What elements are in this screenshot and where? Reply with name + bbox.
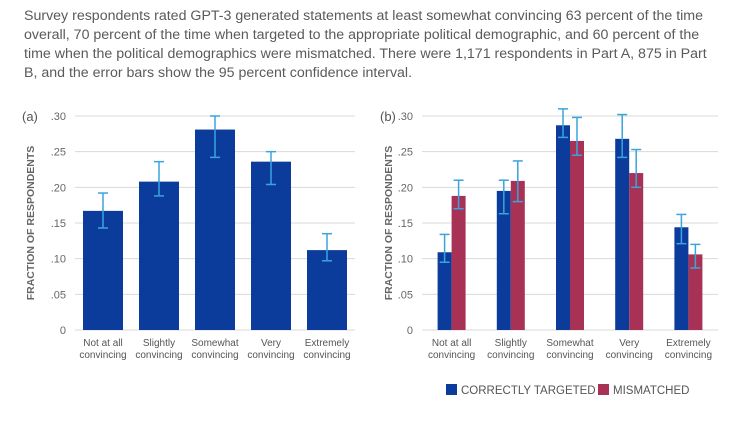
y-tick-label: .10 — [51, 254, 66, 266]
bar — [570, 140, 584, 330]
y-axis-title: FRACTION OF RESPONDENTS — [383, 146, 395, 301]
bar — [251, 161, 291, 330]
y-tick-label: .30 — [51, 111, 66, 123]
x-tick-label: convincing — [665, 350, 712, 361]
y-tick-label: .25 — [51, 147, 66, 159]
legend-swatch — [598, 384, 609, 395]
bar — [451, 195, 466, 330]
figure-caption: Survey respondents rated GPT-3 generated… — [24, 8, 707, 81]
legend-swatch — [446, 384, 457, 395]
bar — [674, 227, 689, 330]
y-tick-label: .05 — [398, 289, 413, 301]
x-tick-label: convincing — [546, 350, 593, 361]
y-tick-label: .25 — [398, 147, 413, 159]
y-tick-label: 0 — [60, 325, 66, 337]
bar — [510, 180, 525, 330]
legend-label: CORRECTLY TARGETED — [461, 385, 596, 397]
x-tick-label: convincing — [303, 350, 350, 361]
y-tick-label: .20 — [51, 182, 66, 194]
x-tick-label: Not at all — [432, 338, 471, 349]
bar — [139, 181, 179, 330]
bar — [688, 254, 703, 330]
panel-label: (b) — [380, 109, 396, 124]
y-tick-label: .20 — [398, 182, 413, 194]
bar — [437, 252, 452, 330]
y-tick-label: 0 — [407, 325, 413, 337]
x-tick-label: convincing — [79, 350, 126, 361]
x-tick-label: convincing — [487, 350, 534, 361]
y-tick-label: .15 — [51, 218, 66, 230]
y-tick-label: .30 — [398, 111, 413, 123]
x-tick-label: Extremely — [305, 338, 349, 349]
y-tick-label: .10 — [398, 254, 413, 266]
x-tick-label: Slightly — [495, 338, 527, 349]
bar — [307, 250, 347, 330]
x-tick-label: convincing — [428, 350, 475, 361]
bar — [629, 173, 644, 330]
bar — [615, 138, 630, 330]
x-tick-label: Very — [619, 338, 639, 349]
chart-panel-0: 0 .05 .10 .15 .20 .25 .30 (a) FRACTION OF RESPON… — [22, 109, 355, 361]
y-tick-label: .15 — [398, 218, 413, 230]
x-tick-label: convincing — [135, 350, 182, 361]
x-tick-label: Extremely — [666, 338, 710, 349]
bar — [496, 190, 511, 330]
x-tick-label: Somewhat — [546, 338, 593, 349]
x-tick-label: convincing — [247, 350, 294, 361]
x-tick-label: Slightly — [143, 338, 175, 349]
x-tick-label: convincing — [191, 350, 238, 361]
bar — [83, 210, 123, 330]
x-tick-label: Somewhat — [191, 338, 238, 349]
x-tick-label: Very — [261, 338, 281, 349]
panel-label: (a) — [22, 109, 38, 124]
chart-panel-1: 0 .05 .10 .15 .20 .25 .30(b) FRACTION OF RESPON… — [380, 108, 718, 397]
y-tick-label: .05 — [51, 289, 66, 301]
y-axis-title: FRACTION OF RESPONDENTS — [25, 146, 37, 301]
legend-label: MISMATCHED — [613, 385, 689, 397]
bar — [556, 125, 570, 330]
bar — [195, 129, 235, 330]
x-tick-label: Not at all — [83, 338, 122, 349]
x-tick-label: convincing — [606, 350, 653, 361]
